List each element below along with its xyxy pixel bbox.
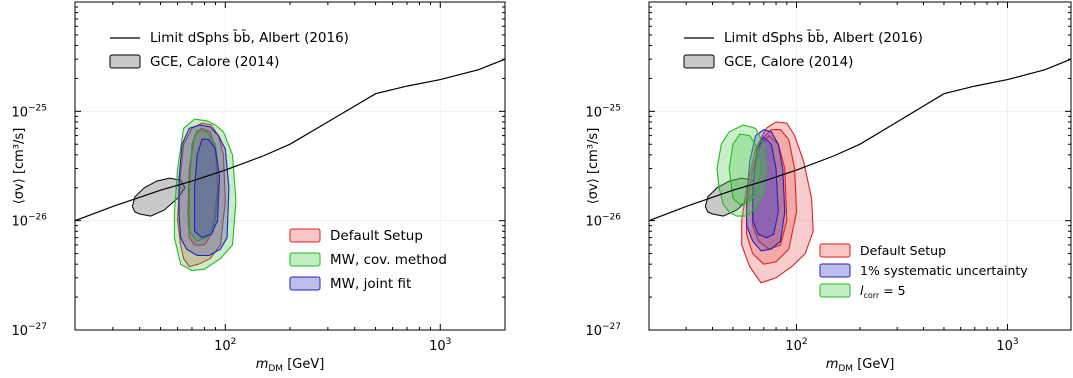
tick-base: 10 [11,324,28,339]
legend-swatch [289,228,321,243]
x-tick-label: 102 [785,337,807,354]
tick-exp: −25 [28,103,47,113]
contour-level [752,136,779,239]
x-tick-label: 103 [429,337,451,354]
legend-swatch [819,283,851,298]
y-tick-label: 10−27 [585,322,621,339]
legend-suffix: = 5 [879,283,905,298]
legend-bottom: Default Setup MW, cov. method MW, joint fi… [289,228,447,292]
x-axis-label: mDM [GeV] [256,357,325,374]
y-tick-label: 10−26 [585,213,621,230]
tick-exp: 3 [1013,337,1019,347]
limit-curve [649,58,1071,222]
ticks [648,1,1072,331]
xlabel-sub: DM [838,364,853,374]
legend-bottom-label: MW, joint fit [330,276,411,292]
legend-top: Limit dSphs b̄b̄, Albert (2016) GCE, Calo… [109,29,349,70]
xlabel-unit: [GeV] [283,357,324,372]
ticks [74,1,506,331]
tick-base: 10 [585,105,602,120]
contour-l-corr-5 [716,124,767,217]
tick-exp: −27 [602,322,621,332]
y-axis-label: ⟨σv⟩ [cm³/s] [586,128,601,205]
tick-base: 10 [429,339,446,354]
xlabel-unit: [GeV] [853,357,894,372]
tick-exp: −27 [28,322,47,332]
legend-sub: corr [863,291,879,300]
y-tick-label: 10−26 [11,213,47,230]
y-tick-label: 10−27 [11,322,47,339]
tick-base: 10 [785,339,802,354]
xlabel-sub: DM [268,364,283,374]
legend-bottom-label: MW, cov. method [330,252,447,268]
legend-bottom-label: lcorr = 5 [860,283,906,300]
tick-base: 10 [214,339,231,354]
legend-swatch [819,243,851,258]
limit-curve [75,58,505,222]
tick-exp: 2 [231,337,237,347]
tick-exp: −26 [28,213,47,223]
contour-level [194,138,221,239]
legend-top-label: Limit dSphs b̄b̄, Albert (2016) [150,29,349,46]
contour-default-setup [741,121,814,284]
x-axis-label: mDM [GeV] [826,357,895,374]
tick-base: 10 [996,339,1013,354]
tick-base: 10 [585,324,602,339]
tick-exp: 2 [802,337,808,347]
contour-level [716,124,767,217]
grid [649,2,1071,330]
plot-area [649,2,1071,330]
plot-area [75,2,505,330]
tick-base: 10 [11,215,28,230]
y-tick-label: 10−25 [11,103,47,120]
grid [75,2,505,330]
x-tick-label: 103 [996,337,1018,354]
y-axis-label: ⟨σv⟩ [cm³/s] [12,128,27,205]
xlabel-main: m [826,357,839,372]
x-tick-label: 102 [214,337,236,354]
legend-top-label: GCE, Calore (2014) [150,54,279,70]
tick-exp: −26 [602,213,621,223]
legend-patch-swatch [109,54,141,69]
contour-1-systematic-uncertainty [746,128,786,252]
y-tick-label: 10−25 [585,103,621,120]
gce-region [131,177,186,217]
contour-mw-joint-fit [178,124,230,257]
legend-bottom-label: 1% systematic uncertainty [860,263,1028,278]
tick-base: 10 [11,105,28,120]
contour-level [728,133,762,206]
xlabel-main: m [256,357,269,372]
legend-italic: l [860,283,864,298]
legend-swatch [289,276,321,291]
legend-top: Limit dSphs b̄b̄, Albert (2016) GCE, Calo… [683,29,923,70]
legend-bottom-label: Default Setup [330,228,423,244]
legend-bottom-label: Default Setup [860,243,946,258]
legend-swatch [819,263,851,278]
gce-region [704,177,758,217]
legend-top-label: Limit dSphs b̄b̄, Albert (2016) [724,29,923,46]
legend-bottom: Default Setup 1% systematic uncertainty lc… [819,243,1028,300]
tick-base: 10 [585,215,602,230]
tick-exp: −25 [602,103,621,113]
legend-patch-swatch [683,54,715,69]
legend-swatch [289,252,321,267]
tick-exp: 3 [446,337,452,347]
legend-top-label: GCE, Calore (2014) [724,54,853,70]
